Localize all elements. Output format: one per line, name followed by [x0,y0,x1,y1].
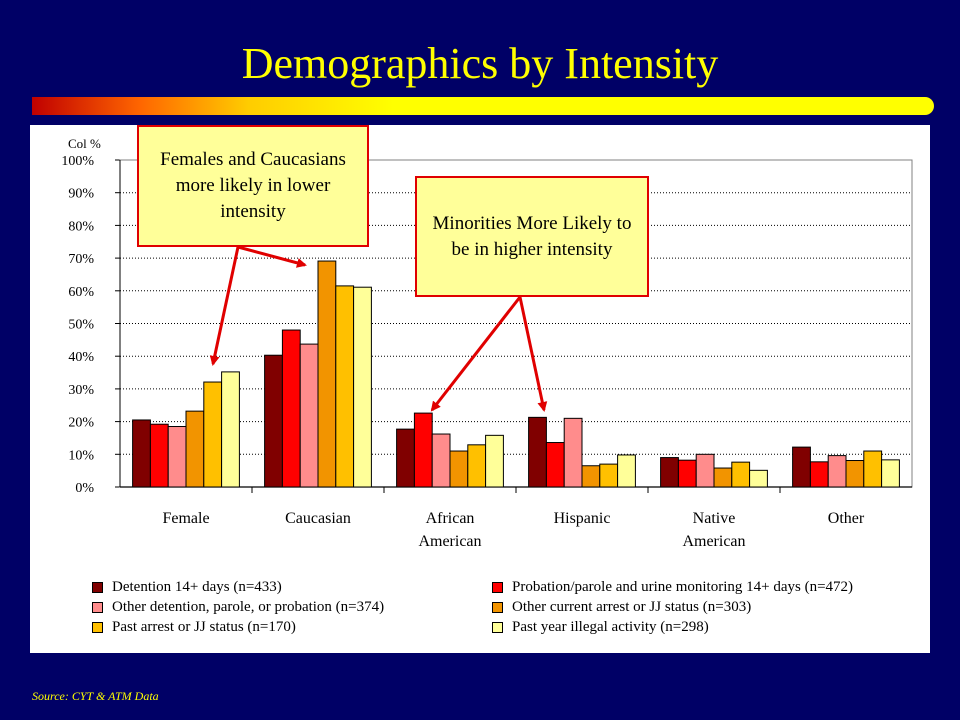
chart-legend: Detention 14+ days (n=433) Probation/paro… [92,579,922,636]
y-axis-label: Col % [68,136,101,151]
bar [485,434,504,488]
bar [660,457,679,488]
bar [731,461,751,488]
bar [335,285,355,488]
x-category-label: American [682,533,745,550]
bar [185,410,205,488]
legend-item: Other detention, parole, or probation (n… [92,599,492,616]
x-category-label: Caucasian [285,510,351,527]
legend-label: Other current arrest or JJ status (n=303… [512,599,752,615]
bar [353,286,372,488]
bar [617,454,636,488]
legend-swatch [92,582,103,593]
x-category-label: Female [162,510,209,527]
y-tick-label: 30% [68,383,94,398]
legend-label: Past arrest or JJ status (n=170) [112,619,296,635]
bar [599,463,619,488]
y-tick-label: 20% [68,416,94,431]
title-gradient-bar [32,97,934,115]
bar [827,455,847,488]
legend-item: Detention 14+ days (n=433) [92,579,492,596]
bar [264,354,283,488]
x-category-label: American [418,533,481,550]
legend-label: Detention 14+ days (n=433) [112,579,282,595]
y-tick-label: 70% [68,252,94,267]
bar [809,461,829,488]
bar [845,460,865,488]
y-tick-label: 10% [68,448,94,463]
legend-item: Probation/parole and urine monitoring 14… [492,579,922,596]
bar [396,428,415,488]
legend-swatch [492,602,503,613]
bar [863,450,883,488]
x-category-label: Other [828,510,865,527]
bar [528,416,547,488]
legend-label: Probation/parole and urine monitoring 14… [512,579,854,595]
bar [695,453,715,488]
y-tick-label: 60% [68,285,94,300]
legend-swatch [492,582,503,593]
bar [317,260,337,488]
x-category-label: African [426,510,475,527]
bar [677,459,697,488]
bar [563,417,583,488]
legend-label: Other detention, parole, or probation (n… [112,599,385,615]
bar [749,469,768,488]
x-category-label: Native [693,510,736,527]
y-tick-label: 100% [61,154,94,169]
bar [132,419,151,488]
bar [545,442,565,488]
y-tick-label: 90% [68,187,94,202]
bar [281,329,301,488]
bar [299,343,319,488]
callout-minorities: Minorities More Likely to be in higher i… [415,176,649,297]
bar [431,433,451,488]
bar [792,446,811,488]
bar [167,426,187,488]
bar [149,423,169,488]
slide-title: Demographics by Intensity [241,39,719,88]
bar [467,444,487,488]
y-tick-label: 80% [68,219,94,234]
legend-swatch [92,622,103,633]
bar [221,371,240,488]
y-tick-label: 50% [68,318,94,333]
bar [881,459,900,488]
legend-swatch [492,622,503,633]
bar [713,467,733,488]
legend-item: Other current arrest or JJ status (n=303… [492,599,922,616]
legend-label: Past year illegal activity (n=298) [512,619,709,635]
y-tick-label: 0% [75,481,94,496]
legend-item: Past arrest or JJ status (n=170) [92,619,492,636]
callout-females-caucasians: Females and Caucasians more likely in lo… [137,125,369,247]
bar [581,465,601,488]
bar [413,412,433,488]
bar [203,381,223,488]
y-tick-label: 40% [68,350,94,365]
source-note: Source: CYT & ATM Data [32,689,159,703]
bar [449,450,469,488]
x-category-label: Hispanic [554,510,611,527]
legend-item: Past year illegal activity (n=298) [492,619,922,636]
legend-swatch [92,602,103,613]
